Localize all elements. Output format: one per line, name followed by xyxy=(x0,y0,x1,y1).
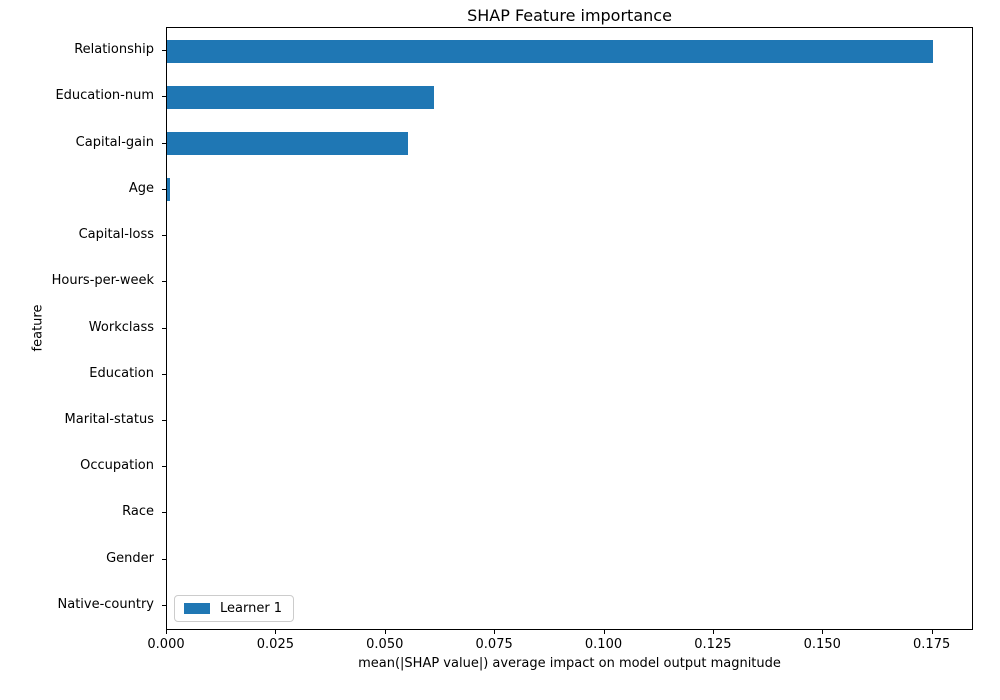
chart-title: SHAP Feature importance xyxy=(467,6,672,25)
x-tick-label-0.125: 0.125 xyxy=(694,637,732,652)
x-tick-label-0.150: 0.150 xyxy=(803,637,841,652)
legend-label: Learner 1 xyxy=(220,601,283,616)
y-tick-label-workclass: Workclass xyxy=(88,319,154,335)
x-tick-mark xyxy=(603,630,605,634)
x-tick-label-0.075: 0.075 xyxy=(475,637,513,652)
y-tick-label-marital-status: Marital-status xyxy=(64,411,154,427)
bar-capital-gain xyxy=(167,132,408,156)
x-tick-mark xyxy=(384,630,386,634)
legend: Learner 1 xyxy=(174,595,295,622)
y-tick-label-education: Education xyxy=(89,365,154,381)
plot-area: Learner 1 xyxy=(166,27,973,630)
x-axis-label: mean(|SHAP value|) average impact on mod… xyxy=(358,656,781,671)
y-tick-mark xyxy=(162,558,166,560)
y-tick-label-race: Race xyxy=(122,504,154,520)
y-tick-mark xyxy=(162,512,166,514)
y-tick-mark xyxy=(162,50,166,52)
bar-education-num xyxy=(167,85,434,109)
bar-relationship xyxy=(167,39,933,63)
x-tick-label-0.175: 0.175 xyxy=(913,637,951,652)
x-tick-mark xyxy=(931,630,933,634)
y-tick-mark xyxy=(162,142,166,144)
y-tick-mark xyxy=(162,235,166,237)
y-tick-mark xyxy=(162,419,166,421)
y-tick-label-capital-loss: Capital-loss xyxy=(78,227,154,243)
y-tick-mark xyxy=(162,281,166,283)
bar-age xyxy=(167,178,170,202)
y-tick-label-gender: Gender xyxy=(106,550,154,566)
y-tick-mark xyxy=(162,327,166,329)
y-tick-mark xyxy=(162,96,166,98)
x-tick-mark xyxy=(822,630,824,634)
y-tick-mark xyxy=(162,604,166,606)
y-tick-mark xyxy=(162,466,166,468)
x-tick-label-0.000: 0.000 xyxy=(147,637,185,652)
x-tick-mark xyxy=(494,630,496,634)
y-tick-label-native-country: Native-country xyxy=(57,596,155,612)
y-tick-label-occupation: Occupation xyxy=(80,458,154,474)
x-tick-label-0.025: 0.025 xyxy=(256,637,294,652)
y-tick-label-relationship: Relationship xyxy=(74,42,154,58)
y-tick-mark xyxy=(162,188,166,190)
x-tick-mark xyxy=(166,630,167,634)
x-tick-mark xyxy=(712,630,714,634)
x-tick-label-0.050: 0.050 xyxy=(366,637,404,652)
x-tick-label-0.100: 0.100 xyxy=(584,637,623,652)
y-tick-label-age: Age xyxy=(128,180,154,196)
y-tick-mark xyxy=(162,373,166,375)
x-tick-mark xyxy=(275,630,277,634)
legend-swatch xyxy=(184,603,210,614)
y-tick-label-capital-gain: Capital-gain xyxy=(75,134,154,150)
y-tick-label-education-num: Education-num xyxy=(55,88,154,104)
y-tick-label-hours-per-week: Hours-per-week xyxy=(51,273,154,289)
